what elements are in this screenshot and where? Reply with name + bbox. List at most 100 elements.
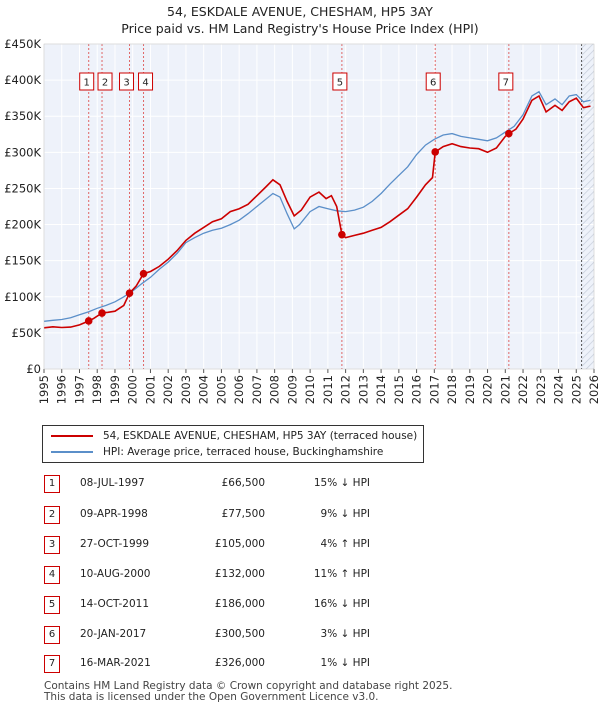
x-tick-label: 2020 bbox=[481, 375, 495, 404]
x-tick-label: 2013 bbox=[356, 375, 370, 404]
x-tick-label: 2006 bbox=[232, 375, 246, 404]
sale-point bbox=[139, 269, 148, 278]
sale-price: £132,000 bbox=[214, 568, 265, 580]
sale-hpi-diff: 9% ↓ HPI bbox=[320, 508, 370, 520]
sale-number-badge: 1 bbox=[44, 475, 60, 493]
y-tick-label: £150K bbox=[4, 254, 41, 268]
sale-date: 16-MAR-2021 bbox=[80, 657, 151, 669]
legend-label-hpi: HPI: Average price, terraced house, Buck… bbox=[103, 446, 384, 458]
sale-number-badge: 6 bbox=[44, 626, 60, 644]
sale-point bbox=[98, 309, 106, 317]
sale-row: 2 09-APR-1998 £77,500 9% ↓ HPI bbox=[0, 506, 600, 526]
x-tick-label: 2005 bbox=[214, 375, 228, 404]
sale-number-badge: 3 bbox=[44, 536, 60, 554]
x-tick-label: 2002 bbox=[161, 375, 175, 404]
sale-point bbox=[505, 129, 513, 138]
x-tick-label: 2008 bbox=[268, 375, 282, 404]
sale-price: £300,500 bbox=[214, 628, 265, 640]
sale-marker-label: 7 bbox=[503, 78, 509, 89]
x-tick-label: 2017 bbox=[427, 375, 441, 404]
price-chart: £0 £50K £100K £150K £200K £250K £300K £350K £400… bbox=[4, 37, 600, 404]
x-tick-label: 2014 bbox=[374, 375, 388, 404]
footer-line-2: This data is licensed under the Open Gov… bbox=[44, 691, 379, 703]
sale-hpi-diff: 11% ↑ HPI bbox=[313, 568, 370, 580]
sale-marker-box bbox=[332, 72, 348, 91]
sale-row: 1 08-JUL-1997 £66,500 15% ↓ HPI bbox=[0, 475, 600, 495]
x-tick-label: 2007 bbox=[250, 375, 264, 404]
sale-number-badge: 2 bbox=[44, 506, 60, 524]
forecast-hatch bbox=[581, 44, 594, 369]
sale-number-badge: 5 bbox=[44, 596, 60, 614]
sale-date: 08-JUL-1997 bbox=[80, 477, 145, 489]
sale-hpi-diff: 4% ↑ HPI bbox=[320, 538, 370, 550]
y-tick-label: £400K bbox=[4, 73, 41, 87]
x-tick-label: 2018 bbox=[445, 375, 459, 404]
footer-line-1: Contains HM Land Registry data © Crown c… bbox=[44, 680, 453, 692]
sale-date: 27-OCT-1999 bbox=[80, 538, 149, 550]
plot-frame bbox=[43, 43, 595, 370]
x-tick-label: 2023 bbox=[534, 375, 548, 404]
sale-marker-box bbox=[119, 72, 135, 91]
y-tick-label: £200K bbox=[4, 218, 41, 232]
sale-row: 6 20-JAN-2017 £300,500 3% ↓ HPI bbox=[0, 626, 600, 646]
x-tick-label: 2015 bbox=[392, 375, 406, 404]
sale-marker-label: 2 bbox=[102, 78, 108, 89]
x-tick-label: 2000 bbox=[126, 375, 140, 404]
x-tick-label: 2024 bbox=[552, 375, 566, 404]
x-tick-label: 2004 bbox=[197, 375, 211, 404]
sale-date: 09-APR-1998 bbox=[80, 508, 148, 520]
x-tick-label: 2009 bbox=[285, 375, 299, 404]
sale-date: 10-AUG-2000 bbox=[80, 568, 151, 580]
sale-marker-label: 5 bbox=[337, 78, 343, 89]
sale-number-badge: 7 bbox=[44, 655, 60, 673]
x-tick-label: 2016 bbox=[410, 375, 424, 404]
x-tick-label: 1996 bbox=[55, 375, 69, 404]
x-tick-label: 2001 bbox=[143, 375, 157, 404]
sale-marker-box bbox=[425, 72, 441, 91]
sale-point bbox=[125, 289, 134, 297]
sale-marker-box bbox=[97, 72, 113, 91]
y-tick-label: £450K bbox=[4, 37, 41, 51]
chart-legend: 54, ESKDALE AVENUE, CHESHAM, HP5 3AY (te… bbox=[42, 425, 424, 463]
x-tick-label: 2022 bbox=[516, 375, 530, 404]
sale-price: £77,500 bbox=[221, 508, 265, 520]
sale-marker-box bbox=[498, 72, 514, 91]
y-tick-label: £350K bbox=[4, 109, 41, 123]
x-tick-label: 1999 bbox=[108, 375, 122, 404]
chart-subtitle: Price paid vs. HM Land Registry's House … bbox=[121, 21, 479, 36]
x-tick-label: 2011 bbox=[321, 375, 335, 404]
sale-marker-box bbox=[138, 72, 154, 91]
y-tick-label: £300K bbox=[4, 145, 41, 159]
sale-point bbox=[84, 317, 93, 325]
chart-title: 54, ESKDALE AVENUE, CHESHAM, HP5 3AY bbox=[167, 4, 433, 19]
sale-price: £105,000 bbox=[214, 538, 265, 550]
sale-hpi-diff: 16% ↓ HPI bbox=[313, 598, 370, 610]
sale-point bbox=[431, 148, 440, 156]
y-tick-label: £0 bbox=[26, 362, 41, 376]
x-tick-label: 2025 bbox=[569, 375, 583, 404]
sale-marker-box bbox=[79, 72, 95, 91]
legend-swatch-hpi bbox=[51, 451, 93, 453]
x-tick-label: 2003 bbox=[179, 375, 193, 404]
sale-point bbox=[338, 230, 346, 239]
x-tick-label: 2026 bbox=[587, 375, 600, 404]
sale-price: £66,500 bbox=[221, 477, 265, 489]
sale-date: 14-OCT-2011 bbox=[80, 598, 149, 610]
y-tick-label: £250K bbox=[4, 181, 41, 195]
legend-item-hpi: HPI: Average price, terraced house, Buck… bbox=[43, 444, 383, 460]
sale-date: 20-JAN-2017 bbox=[80, 628, 147, 640]
x-tick-label: 2012 bbox=[339, 375, 353, 404]
legend-swatch-property bbox=[51, 435, 93, 437]
sale-marker-label: 6 bbox=[430, 78, 436, 89]
x-tick-label: 2021 bbox=[498, 375, 512, 404]
legend-item-property: 54, ESKDALE AVENUE, CHESHAM, HP5 3AY (te… bbox=[43, 428, 417, 444]
x-tick-label: 2019 bbox=[463, 375, 477, 404]
sale-marker-label: 3 bbox=[123, 78, 129, 89]
sale-price: £186,000 bbox=[214, 598, 265, 610]
sale-row: 3 27-OCT-1999 £105,000 4% ↑ HPI bbox=[0, 536, 600, 556]
legend-label-property: 54, ESKDALE AVENUE, CHESHAM, HP5 3AY (te… bbox=[103, 430, 418, 442]
sale-hpi-diff: 15% ↓ HPI bbox=[313, 477, 370, 489]
sale-row: 7 16-MAR-2021 £326,000 1% ↓ HPI bbox=[0, 655, 600, 675]
y-tick-label: £50K bbox=[12, 326, 42, 340]
sale-marker-label: 1 bbox=[84, 78, 90, 89]
